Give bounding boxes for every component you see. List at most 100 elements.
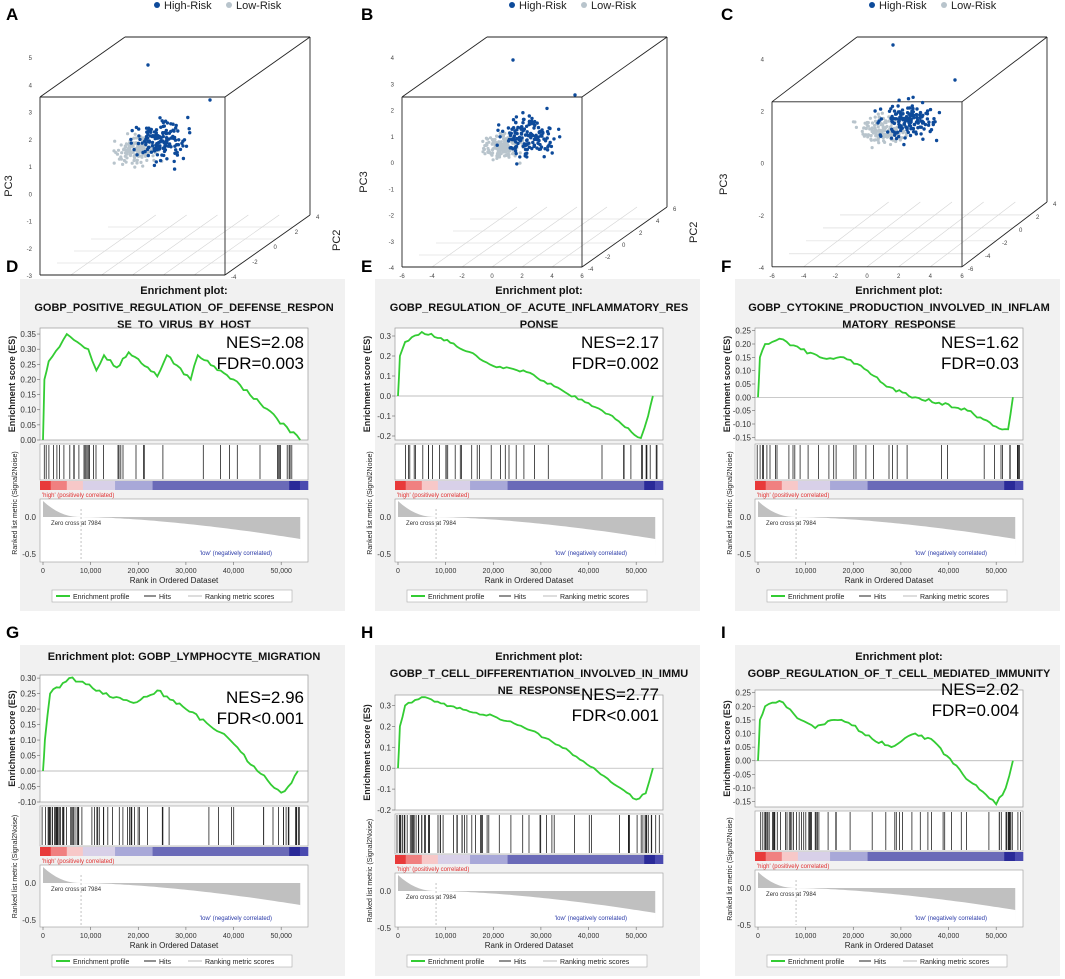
pca-point-high-risk xyxy=(539,145,544,149)
pca-point-high-risk xyxy=(912,116,916,120)
pca-point-low-risk xyxy=(123,151,128,155)
pca-x-tick: 0 xyxy=(865,274,869,280)
pca-point-high-risk xyxy=(516,141,520,146)
gsea-title-line: GOBP_CYTOKINE_PRODUCTION_INVOLVED_IN_INF… xyxy=(748,302,1050,314)
es-y-tick-label: 0.20 xyxy=(20,375,36,384)
pca-point-high-risk xyxy=(898,123,902,128)
pca-point-high-risk xyxy=(525,138,529,143)
pca-point-low-risk xyxy=(139,160,143,164)
rank-x-tick-label: 10,000 xyxy=(795,933,817,940)
legend-high-risk-label: High-Risk xyxy=(879,0,927,12)
rank-color-bar-segment xyxy=(437,481,471,490)
pca-point-high-risk xyxy=(873,109,877,113)
pca-y-tick: 4 xyxy=(29,83,33,89)
pca-point-high-risk xyxy=(138,137,142,142)
pca-point-high-risk xyxy=(548,126,552,131)
rank-color-bar-segment xyxy=(289,481,301,490)
pca-point-low-risk xyxy=(866,135,870,139)
pca-point-low-risk xyxy=(112,149,116,153)
pca-point-low-risk xyxy=(865,120,869,125)
pca-x-tick: 6 xyxy=(580,274,584,280)
pca-point-high-risk xyxy=(521,111,525,115)
pca-point-low-risk xyxy=(873,115,877,119)
rank-x-tick-label: 0 xyxy=(756,568,760,575)
es-y-tick-label: 0.10 xyxy=(20,736,36,745)
pca-point-high-risk xyxy=(510,137,514,142)
pca-panel-c: C High-Risk Low-Risk 4 2 0 -2 -4 -6 -4 -2 0 2 4 6 4 2 0 -2… xyxy=(718,0,1057,303)
panel-label-d: D xyxy=(6,257,18,276)
metric-y-axis-label: Ranked list metric (Signal2Noise) xyxy=(12,451,19,554)
positive-correlation-label: 'high' (positively correlated) xyxy=(397,867,469,873)
pca-point-high-risk xyxy=(515,128,519,132)
pca-point-high-risk xyxy=(915,115,919,120)
es-y-tick-label: 0.05 xyxy=(735,743,751,752)
es-y-tick-label: 0.20 xyxy=(735,702,751,711)
rank-color-bar-segment xyxy=(654,855,664,864)
pca-point-high-risk xyxy=(541,131,545,135)
pca-point-low-risk xyxy=(511,141,515,145)
pca-point-high-risk xyxy=(176,129,180,133)
negative-correlation-label: 'low' (negatively correlated) xyxy=(200,551,272,557)
es-y-tick-label: -0.05 xyxy=(733,770,752,779)
pca-point-high-risk xyxy=(892,121,897,126)
es-y-axis-label: Enrichment score (ES) xyxy=(362,704,372,801)
legend-high-risk-label: High-Risk xyxy=(164,0,212,12)
pca-point-high-risk xyxy=(511,58,515,62)
rank-color-bar-segment xyxy=(289,847,301,856)
es-y-tick-label: -0.05 xyxy=(733,407,752,416)
rank-color-bar-segment xyxy=(152,481,290,490)
rank-color-bar-segment xyxy=(507,855,645,864)
rank-color-bar-segment xyxy=(152,847,290,856)
legend-low-risk-marker xyxy=(226,2,232,8)
pca-point-low-risk xyxy=(506,143,510,147)
pca-point-low-risk xyxy=(490,138,495,142)
pca-point-high-risk xyxy=(558,135,562,139)
pca-point-high-risk xyxy=(513,149,518,153)
pca-point-low-risk xyxy=(876,125,880,129)
pca-point-high-risk xyxy=(897,110,902,114)
pca-point-high-risk xyxy=(173,151,177,155)
legend-high-risk-marker xyxy=(154,2,160,8)
pca-point-low-risk xyxy=(124,160,128,164)
rank-x-tick-label: 0 xyxy=(41,933,45,940)
legend-hits-label: Hits xyxy=(514,959,527,966)
pca-point-low-risk xyxy=(483,152,487,156)
rank-color-bar-segment xyxy=(830,852,868,861)
es-y-tick-label: -0.1 xyxy=(377,785,391,794)
pca-point-high-risk xyxy=(154,131,158,135)
es-y-tick-label: 0.00 xyxy=(735,757,751,766)
rank-x-tick-label: 0 xyxy=(396,568,400,575)
pca-point-high-risk xyxy=(573,93,577,97)
es-y-tick-label: -0.15 xyxy=(733,433,752,442)
pca-point-low-risk xyxy=(141,164,145,168)
pca-point-low-risk xyxy=(507,153,511,157)
pca-point-high-risk xyxy=(545,129,550,134)
panel-label-a: A xyxy=(6,5,18,24)
pca-point-low-risk xyxy=(487,140,491,144)
rank-color-bar-segment xyxy=(421,855,439,864)
pca-z-tick: 4 xyxy=(656,219,660,225)
pca-point-high-risk xyxy=(521,121,525,125)
pca-point-high-risk xyxy=(534,133,538,137)
legend-high-risk-marker xyxy=(509,2,515,8)
pca-point-high-risk xyxy=(928,107,933,112)
pca-point-low-risk xyxy=(130,144,135,148)
pca-point-high-risk xyxy=(172,167,177,171)
pca-point-low-risk xyxy=(498,149,502,153)
metric-y-tick-label: 0.0 xyxy=(740,513,752,522)
pca-point-low-risk xyxy=(134,136,138,140)
rank-x-tick-label: 40,000 xyxy=(223,568,245,575)
metric-y-tick-label: 0.0 xyxy=(380,513,392,522)
pca-point-high-risk xyxy=(514,115,519,119)
rank-color-bar-segment xyxy=(405,481,423,490)
pca-x-tick: -6 xyxy=(399,274,405,280)
fdr-value: FDR=0.004 xyxy=(932,701,1019,720)
rank-x-tick-label: 50,000 xyxy=(985,933,1007,940)
pca-point-high-risk xyxy=(537,130,541,134)
pca-cube-edge xyxy=(581,36,668,98)
gsea-title-line: Enrichment plot: xyxy=(495,285,582,297)
pca-point-low-risk xyxy=(499,140,503,144)
pca-grid-line xyxy=(70,214,157,276)
pca-point-high-risk xyxy=(552,137,556,141)
metric-y-tick-label: -0.5 xyxy=(737,921,751,930)
